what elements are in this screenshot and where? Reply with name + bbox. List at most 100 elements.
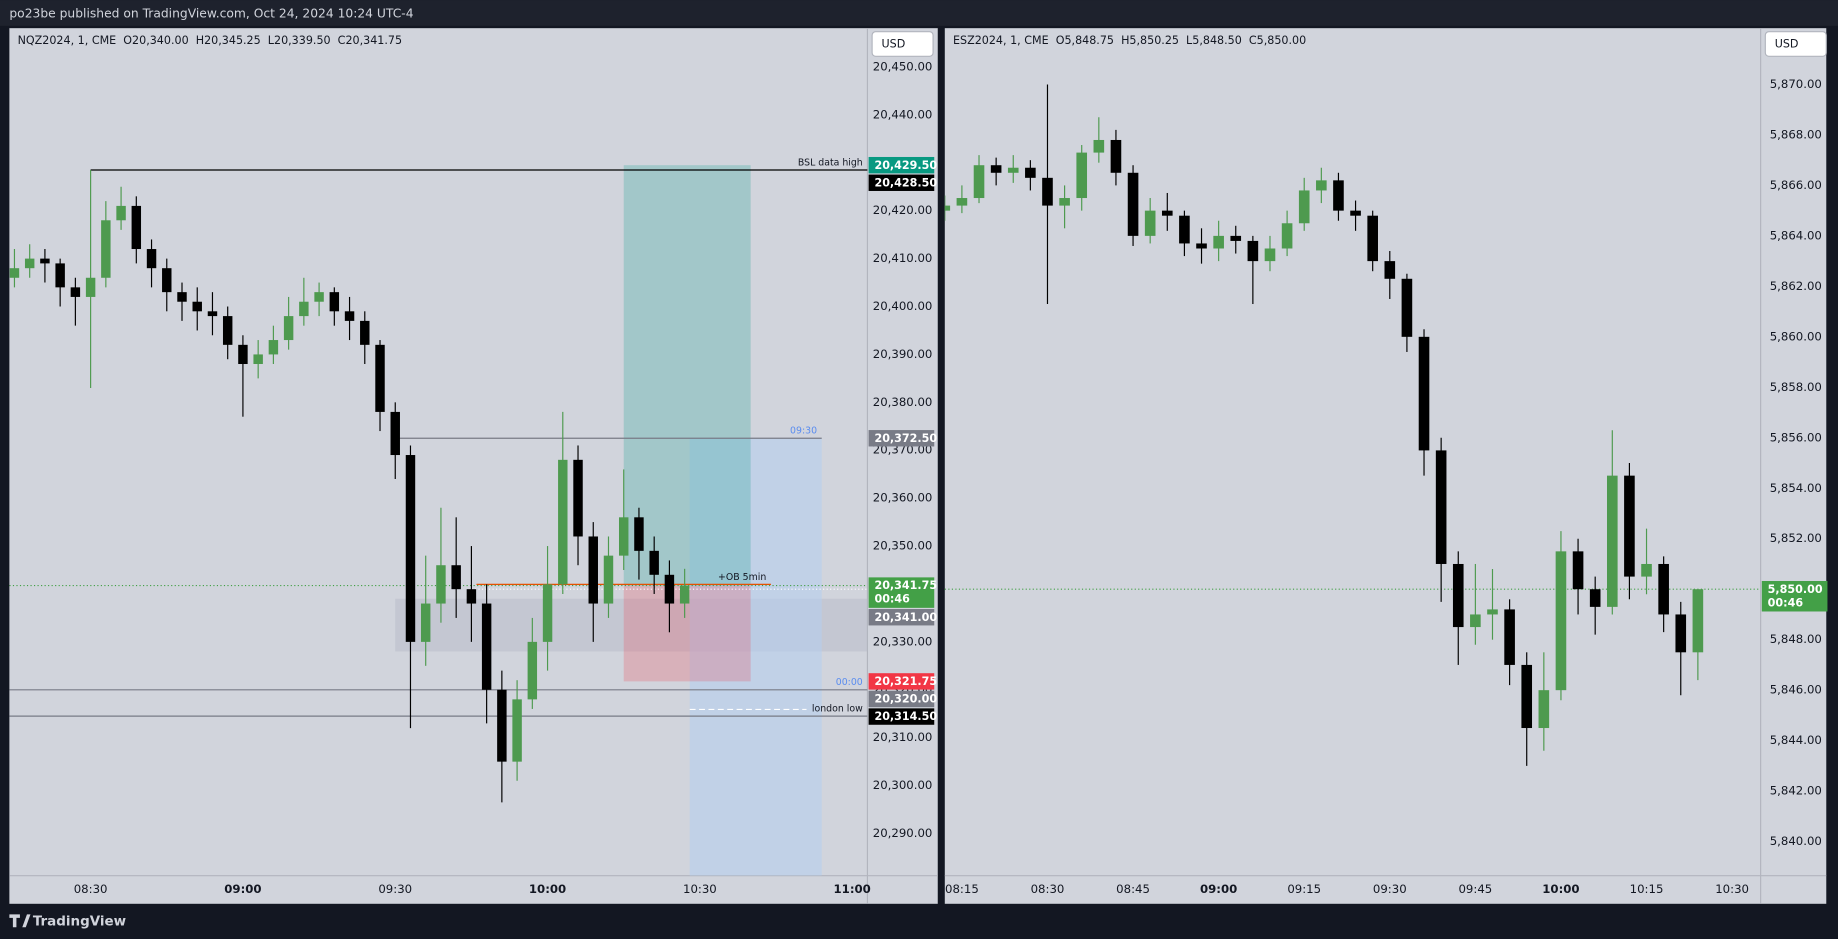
candle-body: [588, 536, 598, 604]
x-tick-label: 08:45: [1116, 882, 1150, 896]
y-tick-label: 20,350.00: [873, 539, 933, 553]
plot-background: [944, 28, 1761, 876]
candle-body: [1007, 167, 1019, 173]
candle-body: [390, 411, 400, 456]
y-tick-label: 5,840.00: [1770, 834, 1822, 848]
x-tick-label: 08:30: [1031, 882, 1065, 896]
candle-body: [222, 316, 233, 345]
candle-body: [1298, 190, 1310, 224]
y-tick-label: 5,842.00: [1770, 784, 1822, 798]
x-tick-label: 08:30: [74, 882, 108, 896]
candle-body: [1521, 664, 1533, 729]
y-tick-label: 20,450.00: [873, 59, 933, 73]
price-label-box: [868, 174, 935, 191]
y-tick-label: 20,390.00: [873, 347, 933, 361]
top-bar: [0, 0, 1838, 26]
time-axis: [9, 875, 868, 904]
candle-body: [1401, 278, 1413, 337]
y-tick-label: 20,330.00: [873, 634, 933, 648]
candle-body: [314, 292, 324, 302]
candle-body: [70, 287, 81, 297]
candle-body: [85, 277, 96, 297]
candle-body: [1470, 614, 1481, 628]
candle-body: [1658, 563, 1669, 615]
symbol-header: NQZ2024, 1, CME O20,340.00 H20,345.25 L2…: [18, 34, 402, 47]
candle-body: [1196, 243, 1207, 249]
countdown: 00:46: [1768, 596, 1804, 609]
y-tick-label: 5,852.00: [1770, 531, 1822, 545]
candle-body: [512, 699, 522, 762]
candle-body: [1025, 167, 1036, 178]
candle-body: [1589, 589, 1601, 607]
candle-body: [131, 205, 142, 250]
y-tick-label: 5,868.00: [1770, 127, 1822, 141]
price-label: 20,320.00: [874, 693, 937, 706]
y-tick-label: 20,410.00: [873, 251, 933, 265]
y-tick-label: 5,870.00: [1770, 77, 1822, 91]
candle-body: [1179, 215, 1190, 244]
candle-body: [497, 689, 507, 762]
x-tick-label: 09:15: [1287, 882, 1321, 896]
candle-body: [1606, 475, 1618, 607]
publish-info: po23be published on TradingView.com, Oct…: [9, 7, 413, 21]
candle-body: [1555, 551, 1567, 691]
x-tick-label: 09:00: [224, 882, 261, 896]
y-tick-label: 5,862.00: [1770, 279, 1822, 293]
x-tick-label: 10:30: [683, 882, 717, 896]
price-label-box: [868, 577, 935, 608]
candle-body: [1316, 180, 1327, 191]
x-tick-label: 09:30: [1373, 882, 1407, 896]
candle-body: [24, 258, 35, 269]
y-tick-label: 5,854.00: [1770, 481, 1822, 495]
candle-body: [1384, 261, 1396, 279]
price-label-box: [868, 708, 935, 725]
y-tick-label: 5,846.00: [1770, 683, 1822, 697]
price-label: 20,341.00: [874, 611, 937, 624]
candle-body: [192, 301, 202, 312]
level-label: 09:30: [790, 426, 817, 437]
candle-body: [1350, 210, 1361, 216]
candle-body: [679, 585, 690, 604]
y-tick-label: 20,400.00: [873, 299, 933, 313]
y-tick-label: 5,864.00: [1770, 228, 1822, 242]
candle-body: [603, 555, 614, 604]
candle-body: [375, 344, 385, 412]
y-tick-label: 5,848.00: [1770, 632, 1822, 646]
candle-body: [649, 550, 659, 575]
candle-body: [1487, 609, 1498, 615]
candle-body: [1435, 450, 1447, 564]
brand-logo: [9, 914, 31, 928]
x-tick-label: 10:30: [1715, 882, 1749, 896]
candle-body: [436, 565, 446, 604]
candle-body: [40, 258, 50, 264]
price-label-box: [868, 430, 935, 447]
candle-body: [973, 165, 985, 199]
x-tick-label: 09:45: [1458, 882, 1492, 896]
price-label-box: [1761, 581, 1828, 612]
candle-body: [1675, 614, 1687, 653]
candle-body: [664, 574, 675, 604]
candle-body: [634, 517, 644, 551]
candle-body: [329, 292, 340, 312]
candle-body: [1042, 177, 1053, 206]
candle-body: [1333, 180, 1344, 211]
y-tick-label: 20,380.00: [873, 395, 933, 409]
x-tick-label: 09:30: [378, 882, 412, 896]
candle-body: [1093, 139, 1105, 153]
plot: BSL data high 09:30 00:00 london low +OB 5mi…: [9, 157, 868, 876]
price-label-box: [868, 673, 935, 690]
price-label: 20,428.50: [874, 176, 937, 189]
zone-box: [623, 165, 751, 586]
price-label-box: [868, 156, 935, 174]
brand: TradingView: [9, 913, 126, 929]
y-tick-label: 5,860.00: [1770, 329, 1822, 343]
candle-body: [481, 603, 492, 690]
price-label-box: [868, 690, 935, 708]
price-label: 20,429.50: [874, 159, 937, 172]
candle-body: [405, 455, 416, 642]
candle-body: [116, 205, 126, 221]
candle-body: [944, 205, 951, 211]
brand-name: TradingView: [33, 913, 126, 929]
level-label: BSL data high: [798, 157, 863, 168]
